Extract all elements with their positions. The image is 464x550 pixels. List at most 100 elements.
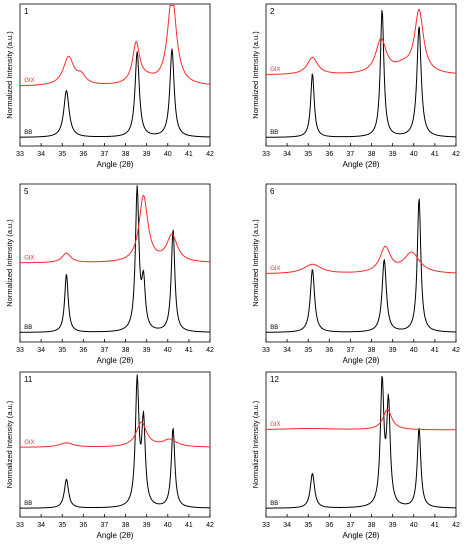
chart-panel-11: 33 34 35 36 37 38 39 40 41 42 Angle (2θ) Normalized… bbox=[5, 371, 214, 540]
x-tick-label: 33 bbox=[262, 151, 270, 158]
x-tick-label: 41 bbox=[185, 151, 193, 158]
series-line-gix bbox=[265, 9, 457, 75]
x-tick-label: 37 bbox=[347, 522, 355, 529]
x-tick-label: 38 bbox=[368, 347, 376, 354]
x-tick-label: 37 bbox=[347, 347, 355, 354]
x-tick-label: 38 bbox=[368, 522, 376, 529]
x-tick-label: 39 bbox=[143, 151, 151, 158]
plot-frame bbox=[19, 3, 211, 147]
x-tick-label: 34 bbox=[283, 347, 291, 354]
x-axis-title: Angle (2θ) bbox=[343, 160, 380, 169]
x-tick-label: 36 bbox=[79, 522, 87, 529]
series-line-bb bbox=[266, 375, 457, 509]
series-line-bb bbox=[265, 9, 457, 138]
x-tick-label: 40 bbox=[164, 347, 172, 354]
x-tick-label: 38 bbox=[122, 347, 130, 354]
series-label-gix: GIX bbox=[270, 266, 280, 272]
series-line-gix bbox=[19, 4, 211, 87]
x-tick-label: 34 bbox=[37, 347, 45, 354]
x-tick-label: 37 bbox=[347, 151, 355, 158]
x-axis-title: Angle (2θ) bbox=[343, 531, 380, 540]
x-tick-label: 41 bbox=[431, 151, 439, 158]
x-tick-label: 35 bbox=[304, 151, 312, 158]
series-label-bb: BB bbox=[24, 325, 32, 331]
x-tick-label: 42 bbox=[452, 347, 460, 354]
x-tick-label: 34 bbox=[283, 151, 291, 158]
x-tick-label: 39 bbox=[389, 151, 397, 158]
x-tick-label: 42 bbox=[206, 151, 214, 158]
series-line-gix bbox=[20, 421, 211, 448]
plot-frame bbox=[265, 3, 457, 147]
series-line-gix bbox=[20, 194, 211, 264]
x-tick-label: 40 bbox=[164, 522, 172, 529]
series-label-gix: GIX bbox=[24, 256, 34, 262]
x-axis-title: Angle (2θ) bbox=[97, 160, 134, 169]
x-tick-label: 37 bbox=[101, 151, 109, 158]
x-tick-label: 42 bbox=[206, 522, 214, 529]
x-tick-label: 35 bbox=[304, 347, 312, 354]
panel-label: 2 bbox=[270, 7, 275, 16]
x-tick-label: 42 bbox=[206, 347, 214, 354]
chart-panel-2: 33 34 35 36 37 38 39 40 41 42 Angle (2θ) Normalized… bbox=[251, 3, 460, 169]
series-line-bb bbox=[20, 185, 211, 333]
x-tick-label: 39 bbox=[143, 347, 151, 354]
x-tick-label: 40 bbox=[410, 347, 418, 354]
series-label-gix: GIX bbox=[270, 67, 280, 73]
x-tick-label: 34 bbox=[283, 522, 291, 529]
x-tick-label: 33 bbox=[16, 522, 24, 529]
series-line-bb bbox=[20, 374, 211, 509]
x-tick-label: 41 bbox=[185, 347, 193, 354]
x-tick-label: 33 bbox=[16, 347, 24, 354]
x-tick-label: 34 bbox=[37, 151, 45, 158]
y-axis-title: Normalized Intensity (a.u.) bbox=[5, 31, 14, 119]
x-tick-label: 36 bbox=[325, 347, 333, 354]
x-tick-label: 39 bbox=[389, 347, 397, 354]
x-tick-label: 33 bbox=[262, 347, 270, 354]
series-line-gix bbox=[265, 409, 457, 431]
x-tick-label: 39 bbox=[389, 522, 397, 529]
x-axis-title: Angle (2θ) bbox=[97, 356, 134, 365]
y-axis-title: Normalized Intensity (a.u.) bbox=[251, 219, 260, 307]
plot-frame bbox=[19, 371, 211, 518]
x-tick-label: 34 bbox=[37, 522, 45, 529]
x-axis-title: Angle (2θ) bbox=[343, 356, 380, 365]
series-label-gix: GIX bbox=[270, 422, 280, 428]
series-line-bb bbox=[19, 48, 211, 138]
series-label-bb: BB bbox=[270, 130, 278, 136]
panel-label: 6 bbox=[270, 187, 275, 196]
x-tick-label: 36 bbox=[325, 522, 333, 529]
x-tick-label: 42 bbox=[452, 522, 460, 529]
x-tick-label: 35 bbox=[304, 522, 312, 529]
plot-frame bbox=[265, 183, 457, 343]
series-label-bb: BB bbox=[24, 130, 32, 136]
y-axis-title: Normalized Intensity (a.u.) bbox=[5, 400, 14, 488]
chart-panel-1: 33 34 35 36 37 38 39 40 41 42 Angle (2θ) Normalized… bbox=[5, 3, 214, 169]
chart-panel-6: 33 34 35 36 37 38 39 40 41 42 Angle (2θ) Normalized… bbox=[251, 183, 460, 365]
series-label-bb: BB bbox=[270, 325, 278, 331]
x-tick-label: 37 bbox=[101, 347, 109, 354]
x-tick-label: 41 bbox=[431, 347, 439, 354]
panel-label: 5 bbox=[24, 187, 29, 196]
chart-panel-5: 33 34 35 36 37 38 39 40 41 42 Angle (2θ) Normalized… bbox=[5, 183, 214, 365]
x-tick-label: 40 bbox=[164, 151, 172, 158]
series-label-bb: BB bbox=[270, 501, 278, 507]
x-tick-label: 41 bbox=[185, 522, 193, 529]
panel-label: 12 bbox=[270, 375, 279, 384]
chart-panel-12: 33 34 35 36 37 38 39 40 41 42 Angle (2θ) Normalized… bbox=[251, 371, 460, 540]
panel-label: 11 bbox=[24, 375, 33, 384]
x-tick-label: 36 bbox=[79, 347, 87, 354]
x-tick-label: 38 bbox=[122, 522, 130, 529]
x-tick-label: 38 bbox=[122, 151, 130, 158]
panel-label: 1 bbox=[24, 7, 29, 16]
x-tick-label: 42 bbox=[452, 151, 460, 158]
y-axis-title: Normalized Intensity (a.u.) bbox=[251, 400, 260, 488]
x-tick-label: 35 bbox=[58, 347, 66, 354]
x-tick-label: 39 bbox=[143, 522, 151, 529]
x-tick-label: 33 bbox=[16, 151, 24, 158]
plot-frame bbox=[265, 371, 457, 518]
x-tick-label: 40 bbox=[410, 151, 418, 158]
x-tick-label: 36 bbox=[79, 151, 87, 158]
series-line-gix bbox=[265, 245, 457, 274]
